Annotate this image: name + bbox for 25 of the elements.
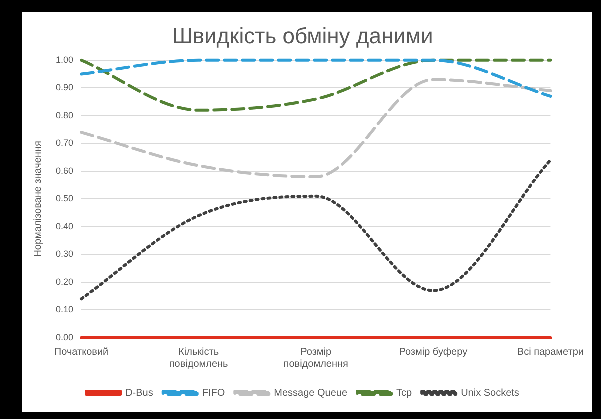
y-tick-label: 0.00 bbox=[56, 332, 74, 342]
y-tick-label: 0.10 bbox=[56, 304, 74, 315]
line-series bbox=[80, 78, 552, 178]
legend-label: Unix Sockets bbox=[461, 388, 520, 399]
x-tick-label: Розмір буферу bbox=[399, 346, 468, 358]
y-axis-title: Нормалізоване значення bbox=[32, 141, 44, 258]
y-tick-label: 0.80 bbox=[56, 110, 74, 120]
y-tick-label: 0.90 bbox=[56, 82, 74, 93]
y-tick-label: 0.20 bbox=[56, 276, 74, 287]
legend-label: FIFO bbox=[202, 388, 226, 399]
y-tick-label: 0.50 bbox=[56, 194, 74, 204]
y-tick-label: 0.40 bbox=[56, 221, 74, 232]
legend-label: Tcp bbox=[396, 388, 413, 399]
line-series bbox=[80, 158, 552, 301]
x-tick-label: Всі параметри bbox=[517, 346, 584, 358]
legend-label: Message Queue bbox=[274, 388, 348, 399]
y-tick-label: 0.70 bbox=[56, 138, 74, 148]
x-tick-label: Початковий bbox=[54, 346, 109, 358]
x-tick-label: Кількість повідомлень bbox=[169, 346, 228, 370]
y-tick-label: 0.30 bbox=[56, 249, 74, 260]
y-tick-label: 1.00 bbox=[56, 54, 74, 65]
x-tick-label: Розмір повідомлення bbox=[284, 346, 348, 370]
y-tick-label: 0.60 bbox=[56, 166, 74, 176]
legend-label: D-Bus bbox=[126, 388, 154, 399]
chart-title: Швидкість обміну даними bbox=[172, 23, 434, 48]
